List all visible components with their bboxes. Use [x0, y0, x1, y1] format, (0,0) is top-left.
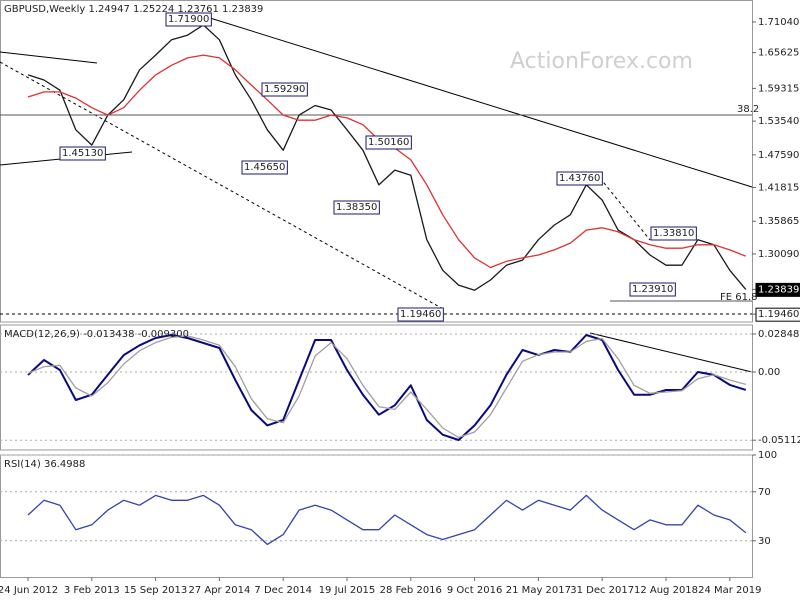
annotation: 1.43760 — [559, 173, 600, 184]
trendline — [599, 177, 651, 241]
annotation-box — [165, 12, 212, 27]
x-tick-label: 15 Sep 2013 — [124, 585, 187, 596]
y-tick-box — [755, 307, 800, 322]
price-panel — [0, 0, 753, 323]
macd-trendline — [589, 332, 753, 373]
y-tick-box — [755, 282, 800, 297]
x-tick-label: 31 Dec 2017 — [570, 585, 634, 596]
annotation: 1.45650 — [244, 162, 285, 173]
watermark: ActionForex.com — [510, 49, 693, 74]
trendline — [0, 51, 98, 64]
annotation-box — [333, 200, 380, 215]
annotation: 1.19460 — [400, 309, 441, 320]
y-tick-label: 1.23839 — [758, 284, 799, 295]
annotation: 1.71900 — [168, 14, 209, 25]
annotation: FE 61.8 — [720, 292, 758, 303]
annotation: 1.38350 — [336, 202, 377, 213]
macd-panel — [0, 324, 753, 451]
x-tick-label: 9 Oct 2016 — [447, 585, 502, 596]
series-line — [27, 334, 747, 441]
series-line — [27, 335, 746, 439]
x-tick-label: 28 Feb 2016 — [380, 585, 442, 596]
y-tick-label: 1.71040 — [758, 17, 799, 28]
x-tick-label: 19 Jul 2015 — [319, 585, 376, 596]
annotation: 1.45130 — [62, 148, 103, 159]
series-line — [27, 494, 747, 546]
x-tick-label: 24 Mar 2019 — [698, 585, 761, 596]
panel-title: GBPUSD,Weekly 1.24947 1.25224 1.23761 1.… — [4, 4, 263, 15]
panel-frames — [0, 0, 753, 578]
y-tick-label: 70 — [758, 487, 771, 498]
y-tick-label: 0.028489 — [758, 329, 800, 340]
annotation-box — [241, 160, 288, 175]
x-tick-label: 3 Feb 2013 — [64, 585, 120, 596]
x-tick-label: 7 Dec 2014 — [254, 585, 312, 596]
y-tick-label: -0.051125 — [758, 435, 800, 446]
annotation-box — [629, 282, 676, 297]
annotation-box — [59, 146, 106, 161]
annotation: 1.23910 — [632, 284, 673, 295]
panel-title: RSI(14) 36.4988 — [4, 459, 85, 470]
annotation: 1.50160 — [368, 137, 409, 148]
y-tick-label: 1.30090 — [758, 249, 799, 260]
annotation-box — [650, 226, 697, 241]
y-tick-label: 1.65625 — [758, 48, 799, 59]
y-tick-label: 0.00 — [758, 367, 780, 378]
series-line — [27, 24, 747, 291]
x-tick-label: 27 Apr 2014 — [188, 585, 250, 596]
annotation-box — [365, 135, 412, 150]
x-tick-label: 21 May 2017 — [506, 585, 571, 596]
annotation-box — [261, 82, 308, 97]
y-tick-label: 1.53540 — [758, 116, 799, 127]
x-tick-label: 12 Aug 2018 — [634, 585, 698, 596]
annotation: 1.59290 — [264, 84, 305, 95]
trendline — [209, 17, 753, 188]
y-tick-label: 1.35865 — [758, 216, 799, 227]
trendline — [0, 61, 446, 311]
x-tick-label: 24 Jun 2012 — [0, 585, 58, 596]
annotation: 38.2 — [737, 104, 759, 115]
annotation-box — [397, 307, 444, 322]
annotation: 1.33810 — [653, 228, 694, 239]
y-tick-label: 100 — [758, 450, 777, 461]
y-tick-label: 30 — [758, 536, 771, 547]
y-tick-label: 1.47590 — [758, 150, 799, 161]
y-tick-label: 1.41815 — [758, 183, 799, 194]
y-tick-label: 1.19460 — [758, 309, 799, 320]
y-tick-label: 1.59315 — [758, 83, 799, 94]
annotation-box — [556, 171, 603, 186]
panel-title: MACD(12,26,9) -0.013438 -0.009300 — [4, 329, 189, 340]
